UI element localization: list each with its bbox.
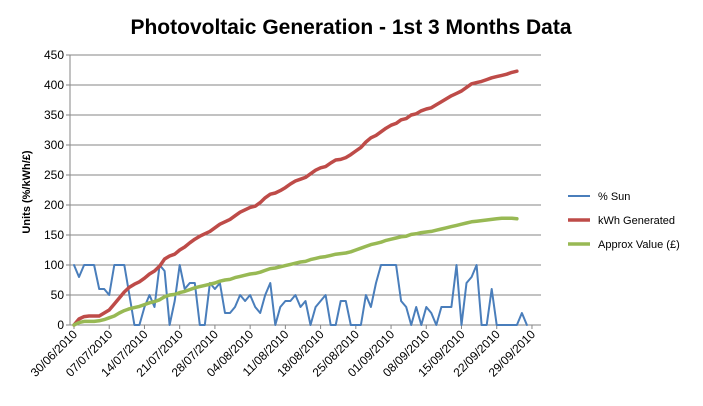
y-tick-labels: 0 50 100 150 200 250 300 350 400 450 bbox=[44, 48, 64, 332]
y-tick-label: 100 bbox=[44, 258, 64, 272]
x-tick-labels: 30/06/201007/07/201014/07/201021/07/2010… bbox=[28, 327, 539, 380]
legend: % Sun kWh Generated Approx Value (£) bbox=[568, 191, 680, 251]
y-tick-label: 300 bbox=[44, 138, 64, 152]
series-lines bbox=[72, 69, 528, 327]
y-tick-label: 250 bbox=[44, 168, 64, 182]
y-axis-label: Units (%/kWh/£) bbox=[21, 150, 33, 233]
y-tick-label: 50 bbox=[51, 288, 65, 302]
series-line-2 bbox=[72, 69, 519, 327]
legend-label-3: Approx Value (£) bbox=[598, 239, 680, 251]
legend-label-2: kWh Generated bbox=[598, 215, 675, 227]
series-line-1 bbox=[73, 264, 528, 326]
y-tick-label: 400 bbox=[44, 78, 64, 92]
chart-title: Photovoltaic Generation - 1st 3 Months D… bbox=[130, 16, 571, 39]
y-tick-label: 0 bbox=[57, 318, 64, 332]
axes bbox=[66, 54, 541, 329]
y-tick-label: 150 bbox=[44, 228, 64, 242]
y-tick-label: 350 bbox=[44, 108, 64, 122]
series-line-3 bbox=[72, 216, 519, 327]
legend-label-1: % Sun bbox=[598, 191, 630, 203]
y-tick-label: 200 bbox=[44, 198, 64, 212]
gridlines bbox=[70, 54, 541, 296]
y-tick-label: 450 bbox=[44, 48, 64, 62]
